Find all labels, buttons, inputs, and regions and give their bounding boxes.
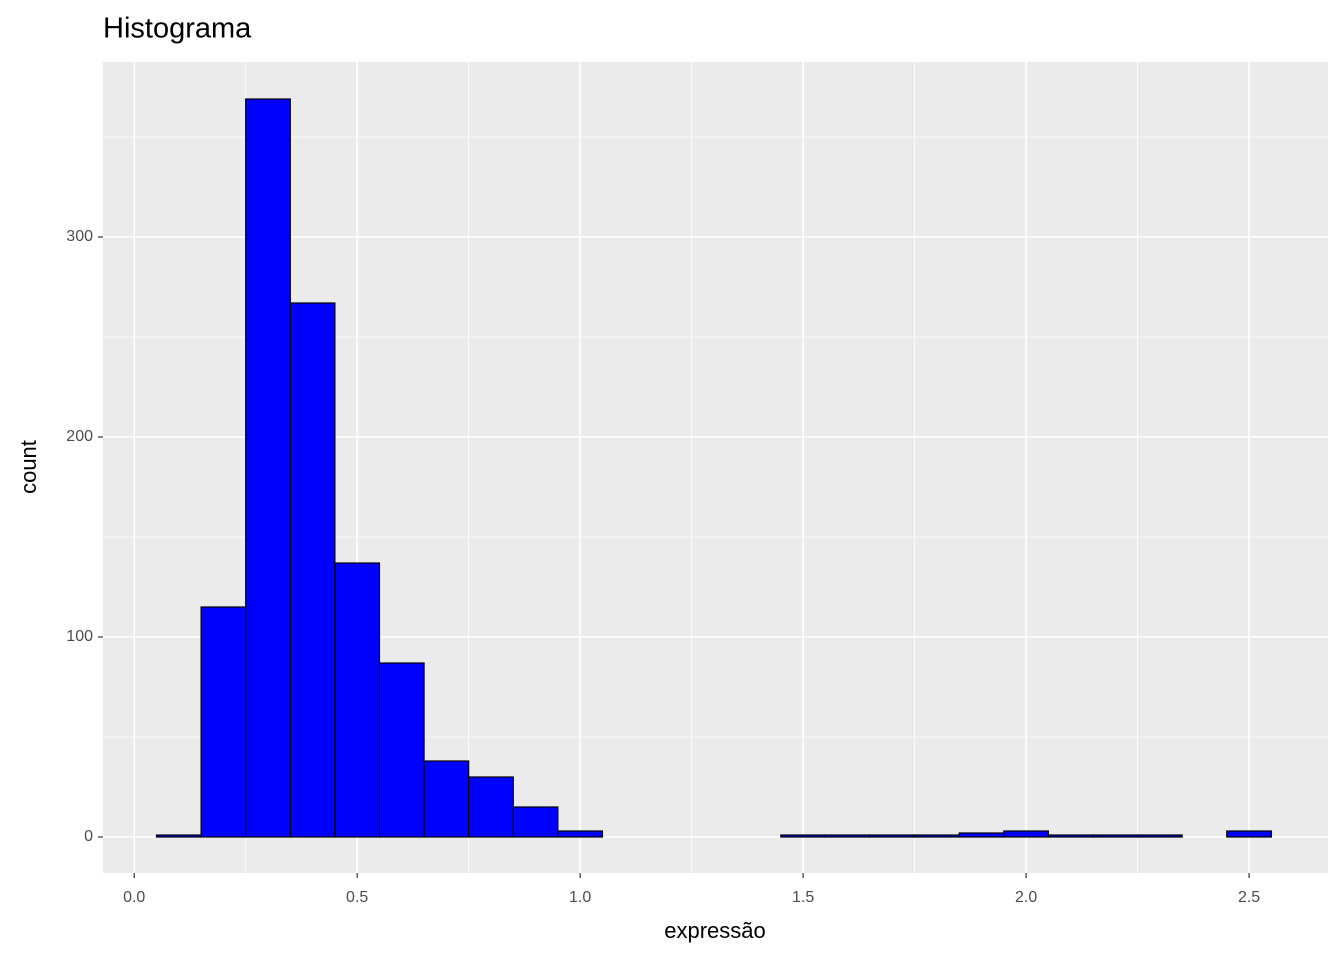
bar — [557, 830, 604, 838]
bar — [1003, 830, 1049, 838]
x-axis-title: expressão — [664, 918, 766, 943]
y-tick-label: 300 — [66, 228, 93, 245]
x-tick-label: 1.0 — [569, 889, 591, 906]
bar — [423, 760, 470, 838]
bar — [245, 98, 291, 838]
y-axis-title: count — [16, 440, 41, 494]
chart-title: Histograma — [103, 13, 252, 45]
x-tick-label: 0.0 — [123, 889, 145, 906]
bar — [1047, 834, 1094, 838]
bar — [869, 834, 916, 838]
bar — [780, 834, 827, 838]
x-tick-label: 1.5 — [792, 889, 814, 906]
bar — [1092, 834, 1139, 838]
bar — [289, 302, 336, 838]
bar — [824, 834, 871, 838]
bar — [512, 806, 559, 838]
x-tick-label: 2.0 — [1015, 889, 1037, 906]
bar — [958, 832, 1005, 838]
y-tick-label: 200 — [66, 428, 93, 445]
x-tick-label: 2.5 — [1238, 889, 1260, 906]
bar — [200, 606, 247, 838]
x-tick-label: 0.5 — [346, 889, 368, 906]
bar — [914, 834, 960, 838]
bar — [334, 562, 381, 838]
bar — [1136, 834, 1183, 838]
y-tick-label: 0 — [84, 828, 93, 845]
bar — [468, 776, 514, 838]
bar — [155, 834, 202, 838]
bar — [1226, 830, 1272, 838]
bar — [378, 662, 425, 838]
y-tick-label: 100 — [66, 628, 93, 645]
